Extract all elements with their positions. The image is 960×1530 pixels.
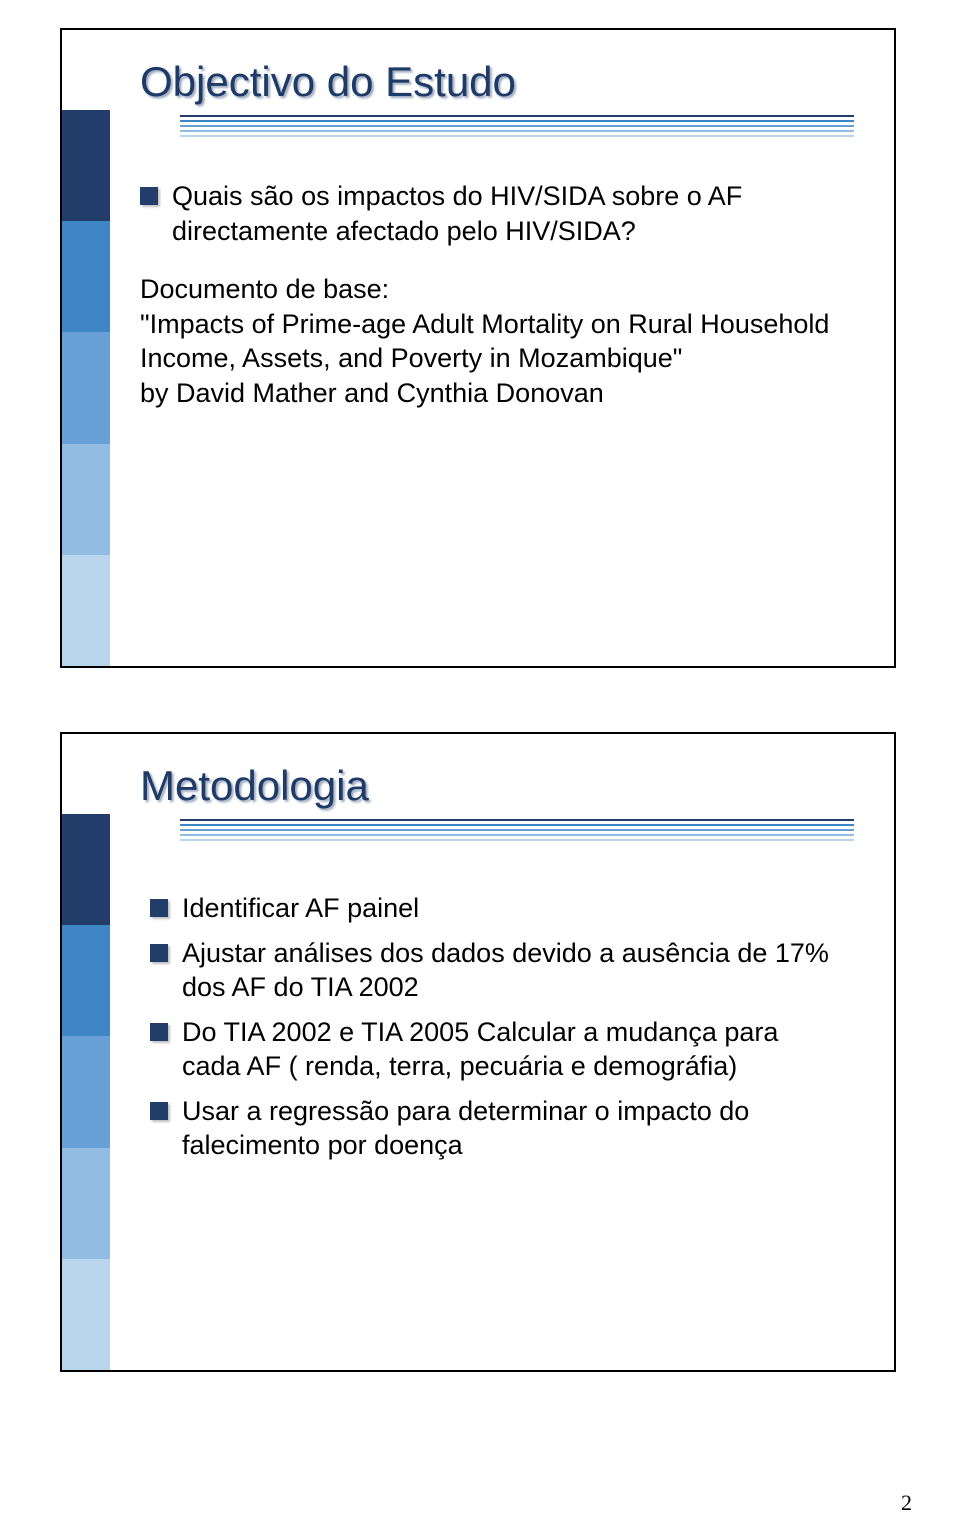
sidebar-stripe xyxy=(62,332,110,443)
bullet-item: Identificar AF painel xyxy=(150,891,838,926)
bullet-text: Do TIA 2002 e TIA 2005 Calcular a mudanç… xyxy=(182,1015,838,1084)
underline-stripe xyxy=(180,114,854,117)
plain-line: by David Mather and Cynthia Donovan xyxy=(140,376,838,411)
underline-stripe xyxy=(180,833,854,836)
underline-stripe xyxy=(180,124,854,127)
bullet-item: Quais são os impactos do HIV/SIDA sobre … xyxy=(140,179,838,248)
bullet-text: Quais são os impactos do HIV/SIDA sobre … xyxy=(172,179,838,248)
sidebar-stripe xyxy=(62,1036,110,1147)
square-bullet-icon xyxy=(140,187,158,205)
plain-line: "Impacts of Prime-age Adult Mortality on… xyxy=(140,307,838,376)
underline-stripe xyxy=(180,134,854,137)
square-bullet-icon xyxy=(150,1102,168,1120)
slide-1: Objectivo do Estudo Quais são os impacto… xyxy=(60,28,896,668)
plain-text-block: Documento de base: "Impacts of Prime-age… xyxy=(140,272,838,410)
slide-title-area: Metodologia xyxy=(62,734,894,863)
slide-title: Metodologia xyxy=(102,762,854,810)
slide-2: Metodologia Identificar AF painel Ajusta… xyxy=(60,732,896,1372)
bullet-text: Usar a regressão para determinar o impac… xyxy=(182,1094,838,1163)
sidebar-stripe xyxy=(62,814,110,925)
bullet-item: Ajustar análises dos dados devido a ausê… xyxy=(150,936,838,1005)
sidebar-stripe xyxy=(62,221,110,332)
sidebar-stripe xyxy=(62,1148,110,1259)
page-number: 2 xyxy=(901,1490,912,1516)
bullet-text: Ajustar análises dos dados devido a ausê… xyxy=(182,936,838,1005)
sidebar-stripe xyxy=(62,555,110,666)
underline-stripe xyxy=(180,119,854,122)
slide-body: Identificar AF painel Ajustar análises d… xyxy=(62,863,894,1193)
sidebar-stripes xyxy=(62,814,110,1370)
square-bullet-icon xyxy=(150,944,168,962)
bullet-text: Identificar AF painel xyxy=(182,891,419,926)
title-underline xyxy=(102,114,854,137)
underline-stripe xyxy=(180,818,854,821)
sidebar-stripe xyxy=(62,110,110,221)
underline-stripe xyxy=(180,828,854,831)
sidebar-stripe xyxy=(62,1259,110,1370)
underline-stripe xyxy=(180,129,854,132)
sidebar-stripe xyxy=(62,444,110,555)
plain-line: Documento de base: xyxy=(140,272,838,307)
underline-stripe xyxy=(180,823,854,826)
square-bullet-icon xyxy=(150,899,168,917)
bullet-item: Usar a regressão para determinar o impac… xyxy=(150,1094,838,1163)
sidebar-stripes xyxy=(62,110,110,666)
sidebar-stripe xyxy=(62,925,110,1036)
slide-title: Objectivo do Estudo xyxy=(102,58,854,106)
slide-body: Quais são os impactos do HIV/SIDA sobre … xyxy=(62,159,894,430)
slide-title-area: Objectivo do Estudo xyxy=(62,30,894,159)
underline-stripe xyxy=(180,838,854,841)
title-underline xyxy=(102,818,854,841)
square-bullet-icon xyxy=(150,1023,168,1041)
bullet-item: Do TIA 2002 e TIA 2005 Calcular a mudanç… xyxy=(150,1015,838,1084)
